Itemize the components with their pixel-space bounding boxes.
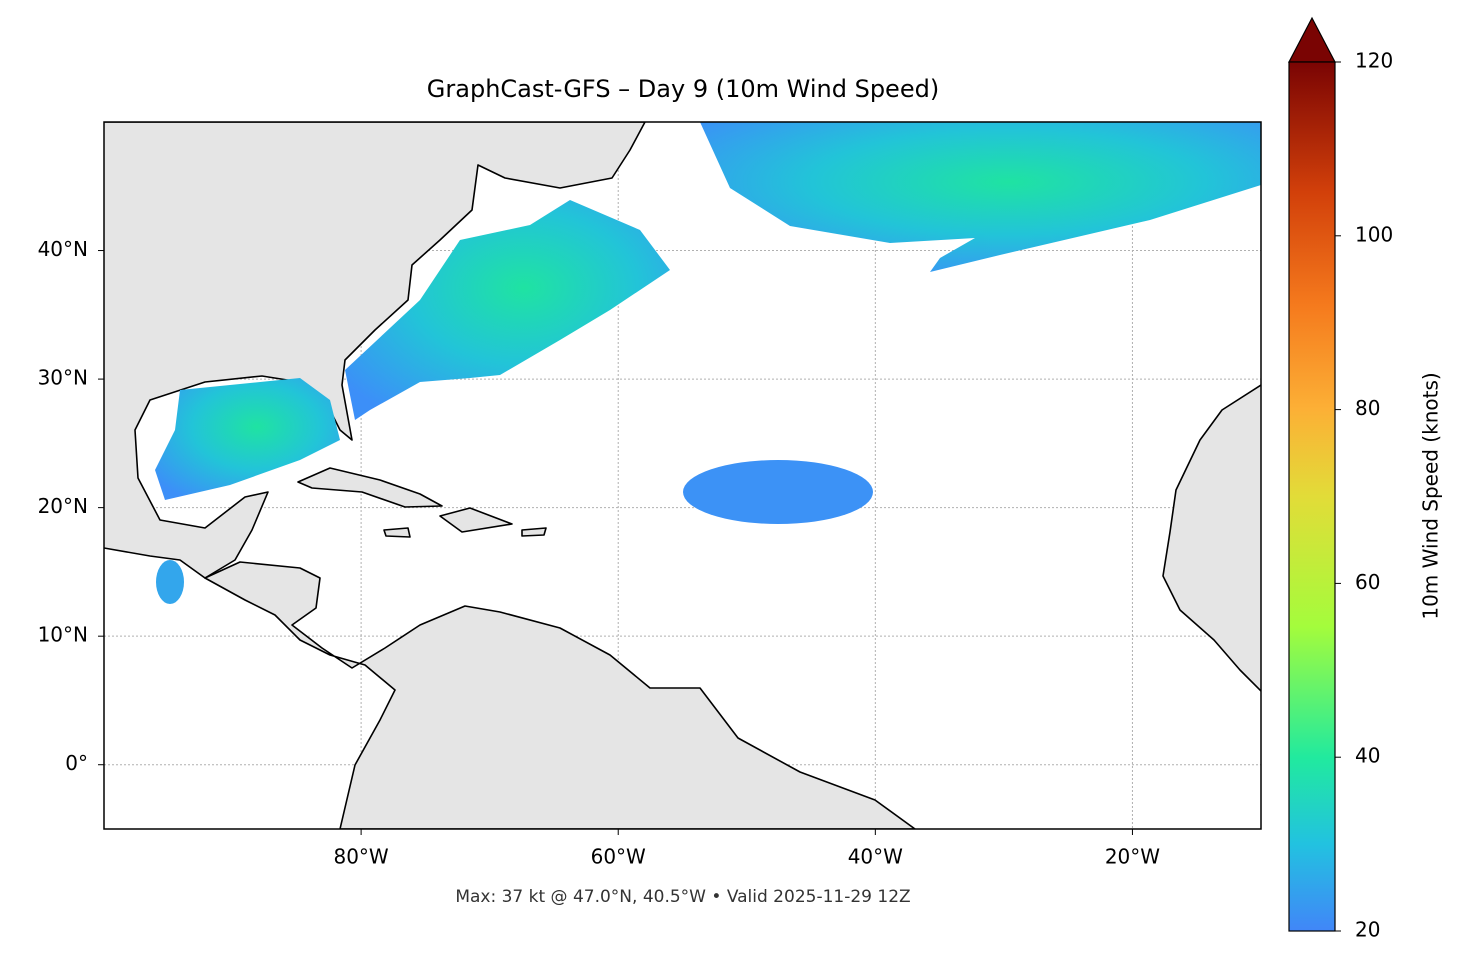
colorbar-tick-label: 20 [1355,918,1380,942]
colorbar-tick-label: 120 [1355,49,1393,73]
puerto-rico [521,527,547,537]
jamaica [383,527,411,538]
wind-atlantic-coast [345,200,670,420]
y-tick-label: 30°N [38,366,88,390]
x-tick-label: 40°W [848,845,903,869]
hispaniola [439,507,513,533]
cuba [297,467,443,508]
wind-gulf [155,378,340,500]
colorbar-tick-label: 100 [1355,222,1393,246]
colorbar-label: 10m Wind Speed (knots) [1419,372,1443,619]
wind-pacific [156,560,184,604]
colorbar-extend [1288,16,1336,63]
central-south-america [204,561,916,829]
y-tick-label: 10°N [38,623,88,647]
y-tick-label: 40°N [38,237,88,261]
wind-north [700,122,1261,272]
colorbar-tick-label: 40 [1355,744,1380,768]
colorbar-tick-label: 80 [1355,396,1380,420]
africa [1162,384,1261,693]
wind-central [683,460,873,524]
colorbar-tick-label: 60 [1355,570,1380,594]
y-tick-label: 20°N [38,494,88,518]
x-tick-label: 60°W [591,845,646,869]
x-tick-label: 80°W [333,845,388,869]
north-america [104,122,646,579]
footer-note: Max: 37 kt @ 47.0°N, 40.5°W • Valid 2025… [455,887,910,907]
chart-title: GraphCast-GFS – Day 9 (10m Wind Speed) [427,75,939,103]
colorbar [1288,61,1336,932]
axes-frame [103,121,1262,830]
x-tick-label: 20°W [1105,845,1160,869]
y-tick-label: 0° [65,751,88,775]
map [104,122,1261,829]
